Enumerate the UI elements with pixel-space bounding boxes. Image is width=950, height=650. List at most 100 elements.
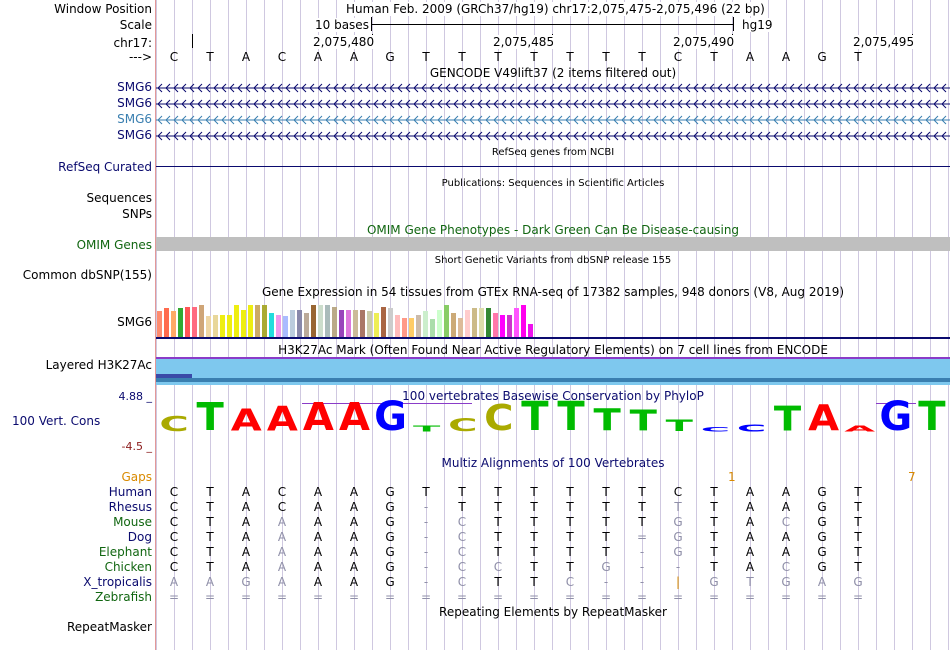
gtex-tissue-bar[interactable]: [479, 308, 484, 337]
gencode-transcript-line[interactable]: [156, 131, 950, 141]
gtex-tissue-bar[interactable]: [185, 307, 190, 337]
gtex-tissue-bar[interactable]: [486, 308, 491, 337]
gtex-tissue-bar[interactable]: [367, 311, 372, 337]
gtex-tissue-bar[interactable]: [262, 305, 267, 337]
gtex-tissue-bar[interactable]: [465, 310, 470, 337]
gtex-tissue-bar[interactable]: [528, 324, 533, 337]
refseq-gene-line[interactable]: [156, 166, 950, 167]
gtex-bars[interactable]: [156, 300, 950, 340]
gencode-transcript-line[interactable]: [156, 115, 950, 125]
gtex-tissue-bar[interactable]: [290, 310, 295, 337]
gtex-tissue-bar[interactable]: [507, 315, 512, 337]
phylop-label[interactable]: 100 Vert. Cons: [12, 414, 101, 428]
gtex-tissue-bar[interactable]: [304, 313, 309, 337]
omim-label[interactable]: OMIM Genes: [76, 238, 152, 252]
gtex-tissue-bar[interactable]: [514, 308, 519, 337]
species-label-elephant[interactable]: Elephant: [98, 545, 152, 559]
gtex-tissue-bar[interactable]: [430, 319, 435, 337]
species-label-rhesus[interactable]: Rhesus: [108, 500, 152, 514]
gtex-tissue-bar[interactable]: [437, 310, 442, 337]
gencode-label-4[interactable]: SMG6: [117, 128, 152, 142]
gencode-label-3[interactable]: SMG6: [117, 112, 152, 126]
gtex-tissue-bar[interactable]: [472, 308, 477, 337]
gtex-tissue-bar[interactable]: [213, 315, 218, 337]
repeatmasker-title[interactable]: Repeating Elements by RepeatMasker: [439, 605, 667, 619]
gtex-tissue-bar[interactable]: [423, 311, 428, 337]
h3k27ac-layer: [156, 378, 950, 382]
gtex-tissue-bar[interactable]: [353, 310, 358, 337]
refseq-label[interactable]: RefSeq Curated: [58, 160, 152, 174]
gtex-tissue-bar[interactable]: [157, 311, 162, 337]
gtex-tissue-bar[interactable]: [500, 315, 505, 337]
gtex-tissue-bar[interactable]: [192, 307, 197, 337]
gtex-tissue-bar[interactable]: [493, 313, 498, 337]
gtex-tissue-bar[interactable]: [346, 310, 351, 337]
gtex-tissue-bar[interactable]: [388, 308, 393, 337]
gencode-label-1[interactable]: SMG6: [117, 80, 152, 94]
gtex-tissue-bar[interactable]: [374, 313, 379, 337]
multiz-title[interactable]: Multiz Alignments of 100 Vertebrates: [441, 456, 665, 470]
gtex-tissue-bar[interactable]: [255, 305, 260, 337]
strand-chevron: [221, 99, 227, 109]
h3k27ac-title[interactable]: H3K27Ac Mark (Often Found Near Active Re…: [278, 343, 828, 357]
gtex-tissue-bar[interactable]: [451, 313, 456, 337]
gtex-tissue-bar[interactable]: [318, 305, 323, 337]
gtex-tissue-bar[interactable]: [409, 318, 414, 337]
gencode-label-2[interactable]: SMG6: [117, 96, 152, 110]
gtex-tissue-bar[interactable]: [206, 316, 211, 337]
gencode-title[interactable]: GENCODE V49lift37 (2 items filtered out): [429, 66, 677, 80]
species-label-chicken[interactable]: Chicken: [104, 560, 152, 574]
strand-arrow-label[interactable]: --->: [128, 50, 152, 64]
gtex-tissue-bar[interactable]: [521, 305, 526, 337]
gtex-tissue-bar[interactable]: [164, 308, 169, 337]
gtex-tissue-bar[interactable]: [444, 305, 449, 337]
species-label-x_tropicalis[interactable]: X_tropicalis: [83, 575, 152, 589]
gtex-tissue-bar[interactable]: [395, 315, 400, 337]
gtex-tissue-bar[interactable]: [381, 307, 386, 337]
phylop-title[interactable]: 100 vertebrates Basewise Conservation by…: [402, 389, 704, 403]
gtex-tissue-bar[interactable]: [178, 308, 183, 337]
gtex-tissue-bar[interactable]: [269, 313, 274, 337]
publications-title[interactable]: Publications: Sequences in Scientific Ar…: [441, 178, 665, 189]
omim-title[interactable]: OMIM Gene Phenotypes - Dark Green Can Be…: [366, 223, 740, 237]
gtex-tissue-bar[interactable]: [248, 305, 253, 337]
gencode-transcript-line[interactable]: [156, 83, 950, 93]
species-label-zebrafish[interactable]: Zebrafish: [95, 590, 152, 604]
gtex-tissue-bar[interactable]: [283, 316, 288, 337]
gtex-tissue-bar[interactable]: [241, 310, 246, 337]
sequences-label[interactable]: Sequences: [86, 191, 152, 205]
gtex-tissue-bar[interactable]: [220, 315, 225, 337]
gtex-tissue-bar[interactable]: [402, 318, 407, 337]
gtex-tissue-bar[interactable]: [339, 310, 344, 337]
track-image[interactable]: Human Feb. 2009 (GRCh37/hg19) chr17:2,07…: [156, 0, 950, 650]
gtex-tissue-bar[interactable]: [311, 305, 316, 337]
omim-gene-bar[interactable]: [156, 237, 950, 251]
species-label-mouse[interactable]: Mouse: [113, 515, 152, 529]
dbsnp-title[interactable]: Short Genetic Variants from dbSNP releas…: [434, 255, 672, 266]
refseq-title[interactable]: RefSeq genes from NCBI: [491, 147, 615, 158]
gtex-tissue-bar[interactable]: [332, 307, 337, 337]
gtex-tissue-bar[interactable]: [227, 315, 232, 337]
gtex-tissue-bar[interactable]: [416, 315, 421, 337]
gtex-tissue-bar[interactable]: [297, 310, 302, 337]
strand-chevron: [557, 131, 563, 141]
repeatmasker-label[interactable]: RepeatMasker: [66, 620, 152, 634]
gtex-tissue-bar[interactable]: [234, 305, 239, 337]
strand-chevron: [805, 131, 811, 141]
species-label-dog[interactable]: Dog: [127, 530, 152, 544]
gtex-title[interactable]: Gene Expression in 54 tissues from GTEx …: [261, 285, 845, 299]
strand-chevron: [757, 83, 763, 93]
snps-label[interactable]: SNPs: [122, 207, 152, 221]
gtex-tissue-bar[interactable]: [171, 311, 176, 337]
h3k27ac-label[interactable]: Layered H3K27Ac: [45, 358, 152, 372]
gtex-tissue-bar[interactable]: [458, 318, 463, 337]
strand-chevron: [277, 99, 283, 109]
gtex-tissue-bar[interactable]: [276, 315, 281, 337]
dbsnp-label[interactable]: Common dbSNP(155): [22, 268, 152, 282]
species-label-human[interactable]: Human: [108, 485, 152, 499]
gtex-label[interactable]: SMG6: [117, 315, 152, 329]
gencode-transcript-line[interactable]: [156, 99, 950, 109]
gtex-tissue-bar[interactable]: [325, 305, 330, 337]
gtex-tissue-bar[interactable]: [199, 305, 204, 337]
gtex-tissue-bar[interactable]: [360, 310, 365, 337]
